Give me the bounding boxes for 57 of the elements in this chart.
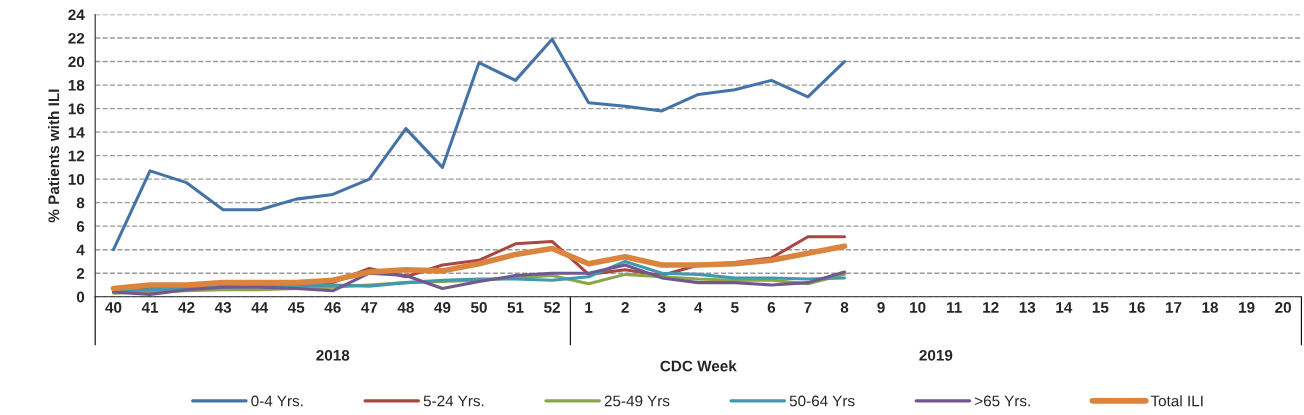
- x-tick-label: 45: [287, 302, 305, 313]
- x-axis-title: CDC Week: [660, 360, 737, 372]
- line-series: [111, 37, 847, 252]
- x-tick-label: 20: [1275, 301, 1291, 313]
- y-tick-label: 12: [68, 150, 85, 162]
- x-tick-label: 14: [1056, 302, 1073, 313]
- legend-label: 50-64 Yrs: [789, 395, 855, 407]
- y-tick-label: 24: [68, 9, 85, 21]
- x-tick-label: 6: [767, 301, 776, 313]
- y-tick-label: 2: [76, 268, 85, 279]
- x-tick-label: 1: [585, 302, 593, 313]
- y-tick-label: 18: [68, 79, 85, 91]
- legend-label: 0-4 Yrs.: [251, 395, 303, 407]
- legend-label: >65 Yrs.: [974, 395, 1030, 407]
- x-tick-label: 3: [657, 301, 666, 313]
- x-tick-label: 9: [877, 301, 885, 313]
- x-tick-label: 4: [694, 302, 703, 313]
- x-tick-label: 13: [1019, 301, 1036, 313]
- x-tick-label: 40: [105, 301, 122, 313]
- text: 2018: [316, 349, 350, 361]
- y-tick-label: 20: [68, 56, 85, 68]
- y-tick-label: 22: [68, 32, 85, 44]
- x-tick-label: 16: [1129, 301, 1145, 313]
- y-tick-label: 0: [76, 291, 85, 303]
- legend-label: 5-24 Yrs.: [423, 395, 484, 407]
- x-tick-label: 12: [983, 301, 999, 313]
- x-tick-label: 50: [470, 301, 487, 313]
- y-tick-label: 4: [76, 244, 85, 256]
- x-tick-label: 8: [840, 301, 849, 313]
- x-tick-label: 17: [1165, 302, 1182, 313]
- y-tick-label: 14: [68, 127, 85, 138]
- x-tick-label: 46: [324, 301, 341, 313]
- x-tick-label: 2: [621, 301, 629, 313]
- text: 2019: [919, 349, 953, 361]
- y-axis-title: % Patients with ILI: [47, 89, 60, 223]
- y-tick-label: 10: [68, 174, 85, 185]
- y-tick-label: 8: [76, 197, 85, 209]
- x-tick-label: 42: [178, 301, 195, 313]
- x-tick-label: 18: [1202, 301, 1219, 313]
- x-tick-label: 51: [507, 302, 524, 313]
- x-tick-label: 44: [251, 302, 269, 313]
- x-tick-label: 48: [397, 301, 414, 313]
- x-tick-label: 49: [434, 301, 451, 313]
- x-tick-label: 43: [214, 301, 232, 313]
- x-tick-label: 11: [947, 302, 962, 313]
- x-tick-label: 15: [1092, 302, 1109, 313]
- x-tick-label: 19: [1239, 301, 1255, 313]
- legend-label: 25-49 Yrs: [604, 395, 670, 407]
- y-tick-label: 16: [68, 103, 85, 115]
- x-tick-label: 52: [544, 301, 560, 313]
- y-tick-label: 6: [76, 221, 85, 232]
- x-tick-label: 47: [361, 302, 378, 313]
- x-tick-label: 7: [804, 302, 812, 313]
- legend-label: Total ILI: [1150, 395, 1203, 407]
- x-tick-label: 41: [141, 302, 159, 313]
- x-tick-label: 10: [910, 301, 926, 313]
- x-tick-label: 5: [731, 302, 739, 313]
